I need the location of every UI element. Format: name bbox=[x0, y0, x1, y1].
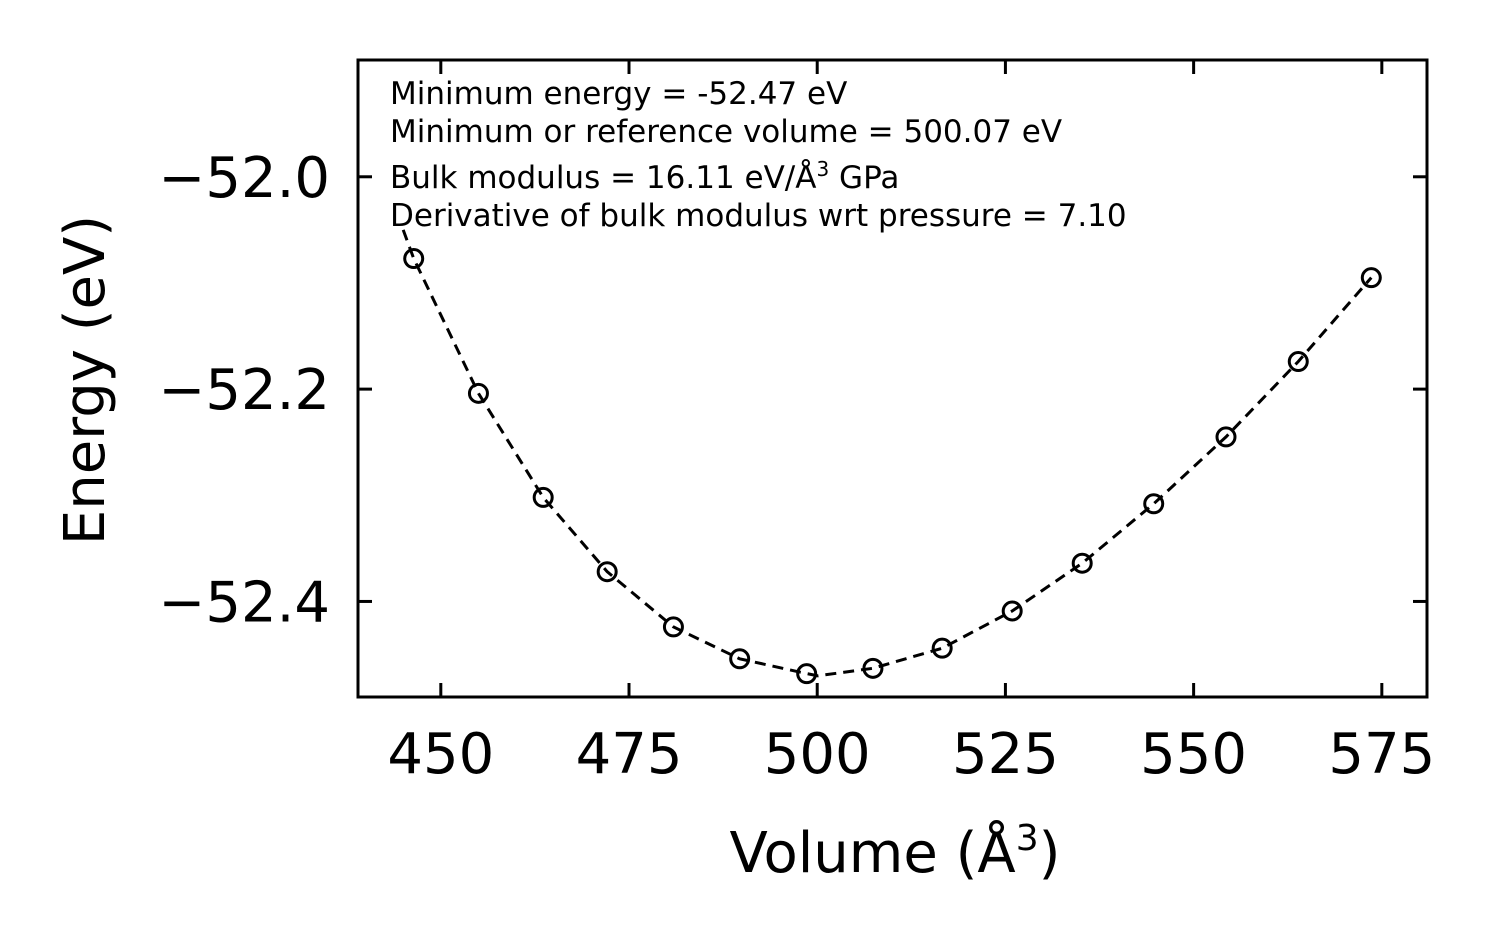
annotation-min-energy: Minimum energy = -52.47 eV bbox=[390, 76, 847, 112]
annotation-derivative: Derivative of bulk modulus wrt pressure … bbox=[390, 198, 1127, 234]
y-tick-label: −52.2 bbox=[158, 358, 330, 423]
fit-curve bbox=[401, 229, 1373, 678]
data-point bbox=[729, 648, 751, 670]
data-point bbox=[1001, 600, 1023, 622]
data-point bbox=[532, 486, 554, 508]
data-point bbox=[403, 248, 425, 270]
x-tick-label: 550 bbox=[1140, 722, 1247, 787]
y-axis-title: Energy (eV) bbox=[53, 215, 118, 545]
bulk-modulus-suffix: GPa bbox=[829, 160, 899, 196]
data-point bbox=[1143, 493, 1165, 515]
annotation-min-volume: Minimum or reference volume = 500.07 eV bbox=[390, 114, 1062, 150]
data-point bbox=[662, 616, 684, 638]
x-tick-label: 500 bbox=[764, 722, 871, 787]
x-tick-label: 525 bbox=[952, 722, 1059, 787]
data-point bbox=[467, 382, 489, 404]
x-ticks: 450 475 500 525 550 575 bbox=[387, 60, 1435, 787]
bulk-modulus-prefix: Bulk modulus = 16.11 eV/Å bbox=[390, 160, 816, 196]
x-tick-label: 475 bbox=[576, 722, 683, 787]
y-tick-label: −52.4 bbox=[158, 570, 330, 635]
data-point bbox=[796, 663, 818, 685]
data-point bbox=[931, 637, 953, 659]
data-markers bbox=[403, 248, 1382, 685]
x-axis-title-close: ) bbox=[1039, 821, 1061, 886]
x-axis-title: Volume (Å3) bbox=[730, 818, 1061, 886]
x-tick-label: 575 bbox=[1328, 722, 1435, 787]
data-point bbox=[596, 561, 618, 583]
data-point bbox=[1071, 552, 1093, 574]
data-point bbox=[1215, 426, 1237, 448]
plot-area bbox=[401, 229, 1382, 685]
x-tick-label: 450 bbox=[387, 722, 494, 787]
x-axis-title-superscript: 3 bbox=[1016, 818, 1039, 859]
bulk-modulus-superscript: 3 bbox=[816, 157, 829, 181]
data-point bbox=[1287, 351, 1309, 373]
data-point bbox=[862, 657, 884, 679]
y-ticks: −52.0 −52.2 −52.4 bbox=[158, 146, 1427, 635]
y-tick-label: −52.0 bbox=[158, 146, 330, 211]
data-point bbox=[1360, 267, 1382, 289]
annotation-block: Minimum energy = -52.47 eV Minimum or re… bbox=[390, 76, 1127, 234]
plot-frame bbox=[356, 58, 1429, 699]
x-axis-title-main: Volume (Å bbox=[730, 820, 1016, 886]
annotation-bulk-modulus: Bulk modulus = 16.11 eV/Å3 GPa bbox=[390, 157, 899, 196]
